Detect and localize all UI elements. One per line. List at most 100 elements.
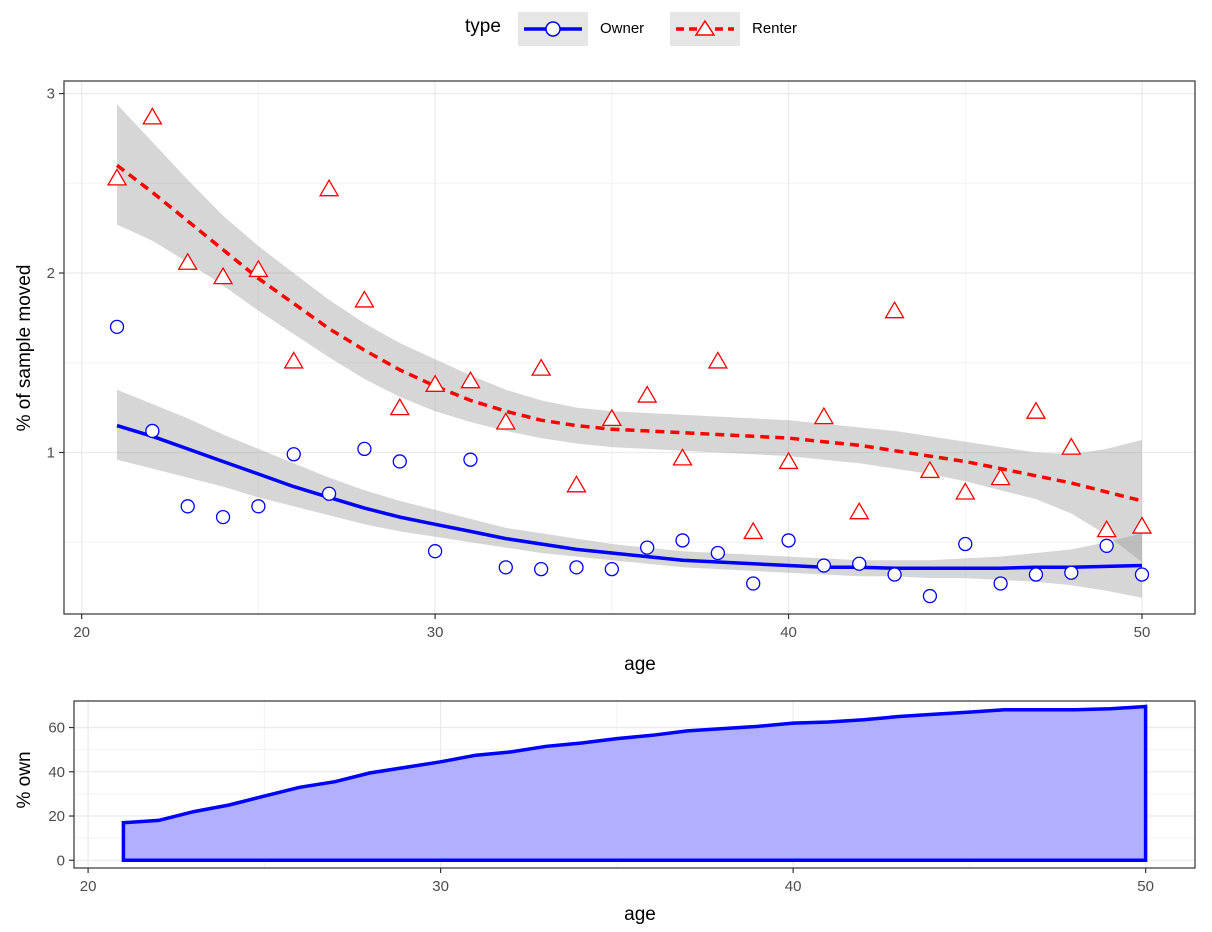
renter-point — [601, 408, 622, 427]
owner-point — [781, 533, 796, 548]
moved-x-axis-label: age — [624, 654, 656, 675]
moved-y-ticks: 1 2 3 — [47, 86, 64, 461]
renter-point — [813, 406, 835, 425]
legend-key-owner-marker — [545, 21, 561, 37]
own-y-tick-label: 60 — [48, 720, 65, 737]
renter-point — [531, 358, 552, 376]
moved-smooth-lines — [115, 163, 1143, 570]
renter-point — [248, 259, 269, 278]
owner-point — [392, 454, 407, 469]
owner-point — [1099, 538, 1114, 553]
owner-point — [1064, 565, 1079, 580]
owner-point — [180, 499, 195, 514]
renter-point — [177, 252, 198, 270]
owner-point — [922, 588, 938, 604]
own-x-axis-label: age — [624, 904, 656, 925]
renter-point — [1131, 516, 1153, 534]
owner-point — [816, 558, 832, 573]
owner-point — [1134, 567, 1150, 582]
owner-point — [1028, 567, 1044, 582]
renter-point — [849, 501, 870, 520]
owner-point — [533, 561, 549, 577]
owner-point — [357, 441, 372, 457]
moved-panel-border — [63, 80, 1196, 615]
renter-point — [778, 451, 799, 470]
own-y-ticks: 0 20 40 60 — [48, 720, 74, 869]
renter-point — [566, 474, 587, 493]
renter-point — [1025, 401, 1047, 419]
renter-point — [884, 300, 905, 319]
legend-title: type — [465, 16, 501, 37]
owner-point — [640, 540, 655, 555]
renter-point — [990, 467, 1011, 486]
renter-smooth-line — [115, 163, 1143, 503]
owner-point — [109, 319, 125, 335]
renter-confidence-band — [117, 104, 1142, 563]
renter-point — [460, 370, 481, 389]
owner-point — [286, 447, 301, 462]
renter-point — [743, 521, 764, 540]
owner-point — [498, 560, 513, 575]
own-panel-border — [73, 700, 1196, 869]
own-y-tick-label: 40 — [48, 764, 65, 781]
moved-x-ticks: 20 30 40 50 — [73, 614, 1150, 641]
renter-point — [672, 448, 693, 466]
renter-point — [424, 374, 446, 392]
moved-panel-bg — [64, 81, 1195, 614]
owner-point — [463, 452, 478, 467]
renter-point — [389, 397, 410, 416]
renter-point — [318, 178, 340, 197]
own-panel: 20 30 40 50 0 20 40 60 age % own — [14, 700, 1196, 925]
own-y-axis-label: % own — [14, 751, 35, 808]
legend: type Owner Renter — [465, 12, 797, 46]
moved-points — [106, 107, 1153, 604]
moved-grid — [64, 81, 1195, 614]
renter-point — [354, 290, 375, 308]
legend-label-owner: Owner — [600, 20, 644, 37]
owner-point — [675, 533, 690, 548]
owner-point — [852, 556, 867, 571]
renter-point — [919, 460, 941, 479]
renter-point — [142, 107, 163, 125]
renter-point — [707, 351, 728, 369]
own-x-tick-label: 50 — [1137, 878, 1154, 895]
owner-point — [604, 561, 619, 577]
renter-point — [955, 482, 976, 500]
own-area-shape — [121, 704, 1148, 863]
own-x-tick-label: 30 — [432, 878, 449, 895]
renter-point — [212, 266, 234, 285]
owner-point — [569, 560, 584, 575]
renter-point — [283, 351, 304, 369]
moved-panel: 20 30 40 50 1 2 3 age % of sample moved — [14, 80, 1196, 675]
renter-point — [637, 385, 658, 403]
owner-point — [427, 544, 443, 559]
moved-x-tick-label: 40 — [780, 624, 797, 641]
moved-x-tick-label: 20 — [73, 624, 90, 641]
moved-x-tick-label: 50 — [1134, 624, 1151, 641]
renter-point — [1061, 437, 1082, 455]
owner-point — [251, 499, 266, 514]
own-x-tick-label: 20 — [80, 878, 97, 895]
moved-y-axis-label: % of sample moved — [14, 265, 35, 432]
owner-smooth-line — [116, 423, 1143, 570]
legend-label-renter: Renter — [752, 20, 797, 37]
own-area — [121, 704, 1148, 863]
moved-y-tick-label: 2 — [47, 265, 55, 282]
owner-point — [710, 545, 726, 561]
renter-point — [495, 412, 516, 430]
legend-key-renter-marker — [694, 19, 716, 36]
renter-point — [106, 168, 128, 186]
moved-x-tick-label: 30 — [427, 624, 444, 641]
owner-point — [887, 567, 902, 582]
owner-point — [215, 509, 231, 525]
own-y-tick-label: 0 — [57, 852, 65, 869]
owner-point — [958, 536, 973, 552]
owner-point — [993, 576, 1008, 591]
moved-y-tick-label: 1 — [47, 444, 55, 461]
owner-point — [145, 423, 160, 439]
own-x-tick-label: 40 — [785, 878, 802, 895]
renter-point — [1096, 519, 1117, 538]
own-y-tick-label: 20 — [48, 808, 65, 825]
